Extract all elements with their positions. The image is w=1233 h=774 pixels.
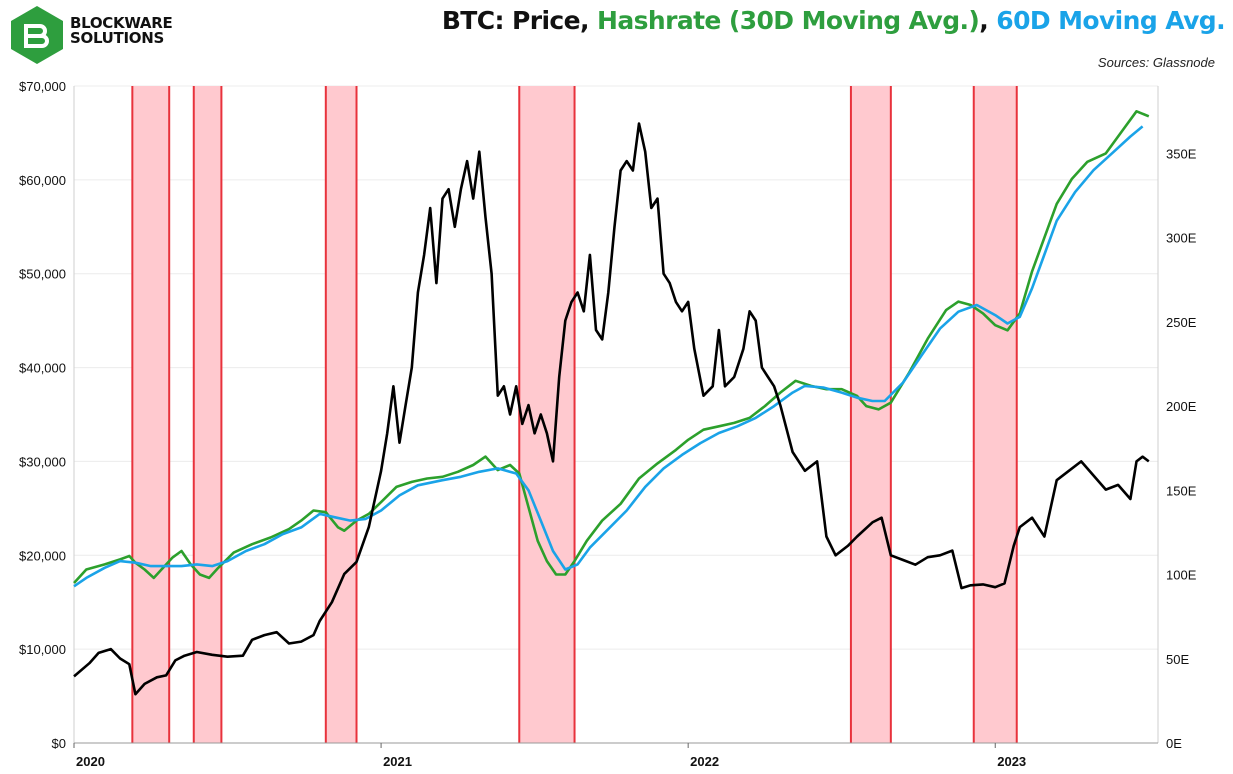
- x-tick-label-1: 2021: [383, 754, 412, 769]
- series-line-hashrate-30d-moving-avg: [73, 110, 1150, 584]
- x-tick-label-2: 2022: [690, 754, 719, 769]
- brand-line-2: SOLUTIONS: [70, 29, 164, 47]
- y-right-tick-label-2: 100E: [1166, 568, 1197, 583]
- title-price: BTC: Price: [441, 6, 581, 35]
- title-moving-avg: 60D Moving Avg.: [996, 6, 1225, 35]
- title-hashrate: Hashrate (30D Moving Avg.): [597, 6, 980, 35]
- title-sep-2: ,: [979, 6, 997, 35]
- y-left-tick-label-2: $20,000: [19, 548, 66, 563]
- shaded-period-4: [850, 86, 891, 743]
- shaded-period-1: [193, 86, 222, 743]
- source-note: Sources: Glassnode: [1097, 55, 1215, 70]
- series-line-btc-price: [73, 122, 1150, 696]
- y-right-tick-label-0: 0E: [1166, 736, 1182, 751]
- y-left-tick-label-5: $50,000: [19, 267, 66, 282]
- shaded-period-2: [325, 86, 357, 743]
- y-right-tick-label-5: 250E: [1166, 315, 1197, 330]
- blockware-logo-icon: [11, 6, 63, 64]
- y-left-tick-label-6: $60,000: [19, 173, 66, 188]
- series-line-60d-moving-avg: [73, 125, 1144, 588]
- y-right-tick-label-3: 150E: [1166, 483, 1197, 498]
- y-left-tick-label-0: $0: [52, 736, 66, 751]
- y-right-tick-label-4: 200E: [1166, 399, 1197, 414]
- y-right-tick-label-6: 300E: [1166, 231, 1197, 246]
- chart-title: BTC: Price, Hashrate (30D Moving Avg.), …: [441, 6, 1226, 35]
- shaded-period-0: [132, 86, 170, 743]
- shaded-period-3: [519, 86, 575, 743]
- x-tick-label-3: 2023: [997, 754, 1026, 769]
- shaded-period-5: [973, 86, 1017, 743]
- brand-name: BLOCKWARE SOLUTIONS: [70, 14, 173, 47]
- chart-header: BLOCKWARE SOLUTIONS BTC: Price, Hashrate…: [0, 0, 1233, 86]
- y-right-tick-label-1: 50E: [1166, 652, 1189, 667]
- brand-line-1: BLOCKWARE: [70, 14, 173, 32]
- x-tick-label-0: 2020: [76, 754, 105, 769]
- y-left-tick-label-1: $10,000: [19, 642, 66, 657]
- title-sep-1: ,: [580, 6, 598, 35]
- y-right-tick-label-7: 350E: [1166, 146, 1197, 161]
- y-left-tick-label-7: $70,000: [19, 79, 66, 94]
- y-left-tick-label-4: $40,000: [19, 361, 66, 376]
- y-left-tick-label-3: $30,000: [19, 454, 66, 469]
